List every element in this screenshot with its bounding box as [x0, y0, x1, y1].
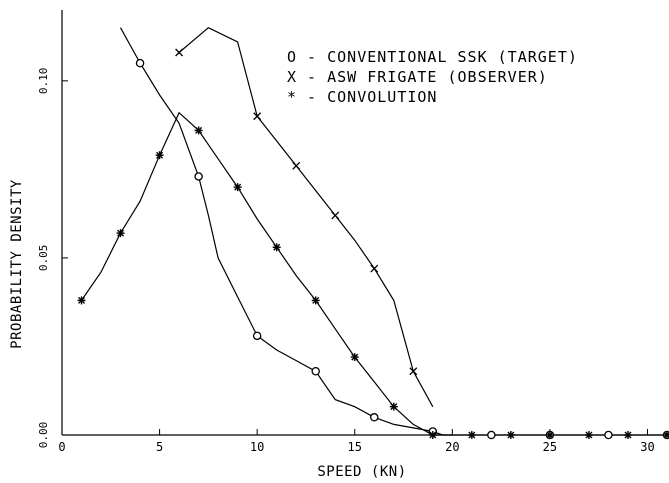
marker-convolution — [506, 431, 515, 439]
marker-ssk — [604, 430, 613, 440]
marker-frigate — [175, 48, 184, 57]
marker-convolution — [77, 296, 86, 305]
marker-ssk — [370, 413, 379, 422]
marker-ssk — [311, 366, 320, 376]
series-line-ssk — [119, 27, 453, 436]
y-tick-label: 0.00 — [37, 422, 50, 449]
x-tick-label: 20 — [445, 440, 459, 454]
marker-convolution — [584, 431, 593, 439]
marker-ssk — [487, 430, 496, 440]
x-tick-label: 25 — [543, 440, 557, 454]
marker-ssk — [252, 331, 262, 341]
tick-labels: 0 5 10 15 20 25 30 0.00 0.05 0.10 — [37, 68, 655, 454]
marker-convolution — [311, 296, 320, 305]
x-tick-label: 0 — [58, 440, 65, 454]
marker-frigate — [370, 264, 379, 273]
x-tick-label: 15 — [348, 440, 362, 454]
y-tick-label: 0.10 — [37, 68, 50, 95]
marker-convolution — [194, 126, 203, 135]
tick-marks — [61, 80, 648, 436]
marker-convolution — [116, 229, 125, 238]
marker-convolution — [428, 431, 437, 439]
marker-frigate — [292, 161, 301, 170]
series-line-frigate — [178, 26, 434, 407]
legend-entry-convolution: * - CONVOLUTION — [287, 88, 437, 106]
marker-frigate — [253, 112, 262, 121]
marker-convolution — [233, 183, 242, 192]
marker-convolution — [663, 431, 669, 439]
marker-ssk — [135, 58, 145, 68]
marker-convolution — [623, 431, 632, 439]
y-axis-title: PROBABILITY DENSITY — [9, 179, 25, 349]
x-tick-label: 10 — [250, 440, 264, 454]
marker-convolution — [272, 243, 281, 252]
marker-convolution — [155, 151, 164, 160]
marker-convolution — [545, 431, 554, 439]
series-markers — [77, 48, 669, 440]
x-tick-label: 5 — [156, 440, 163, 454]
marker-frigate — [409, 367, 418, 376]
marker-ssk — [194, 172, 203, 181]
x-axis-title: SPEED (KN) — [317, 464, 406, 480]
marker-convolution — [350, 353, 359, 362]
marker-convolution — [467, 431, 476, 439]
legend-entry-ssk: O - CONVENTIONAL SSK (TARGET) — [287, 48, 578, 66]
series-line-convolution — [81, 111, 667, 436]
marker-convolution — [389, 402, 398, 411]
legend-entry-frigate: X - ASW FRIGATE (OBSERVER) — [287, 68, 548, 86]
marker-frigate — [331, 211, 340, 220]
legend: O - CONVENTIONAL SSK (TARGET) X - ASW FR… — [287, 48, 578, 106]
y-tick-label: 0.05 — [37, 245, 50, 272]
x-tick-label: 30 — [640, 440, 654, 454]
